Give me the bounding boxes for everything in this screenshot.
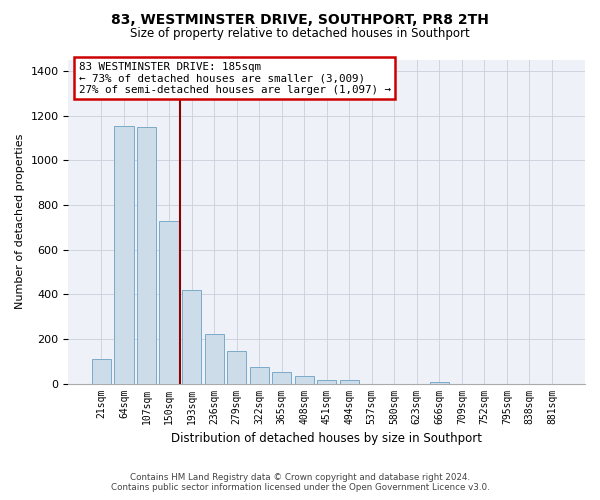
Bar [317,380,336,384]
Bar [227,350,246,384]
Bar [92,359,111,384]
Bar [137,127,156,384]
Bar [205,334,224,384]
Bar [182,290,201,384]
X-axis label: Distribution of detached houses by size in Southport: Distribution of detached houses by size … [171,432,482,445]
Text: 83, WESTMINSTER DRIVE, SOUTHPORT, PR8 2TH: 83, WESTMINSTER DRIVE, SOUTHPORT, PR8 2T… [111,12,489,26]
Text: Contains HM Land Registry data © Crown copyright and database right 2024.
Contai: Contains HM Land Registry data © Crown c… [110,473,490,492]
Text: 83 WESTMINSTER DRIVE: 185sqm
← 73% of detached houses are smaller (3,009)
27% of: 83 WESTMINSTER DRIVE: 185sqm ← 73% of de… [79,62,391,95]
Text: Size of property relative to detached houses in Southport: Size of property relative to detached ho… [130,28,470,40]
Bar [115,126,134,384]
Bar [340,380,359,384]
Bar [272,372,291,384]
Bar [250,368,269,384]
Bar [295,376,314,384]
Bar [160,220,179,384]
Y-axis label: Number of detached properties: Number of detached properties [15,134,25,310]
Bar [430,382,449,384]
